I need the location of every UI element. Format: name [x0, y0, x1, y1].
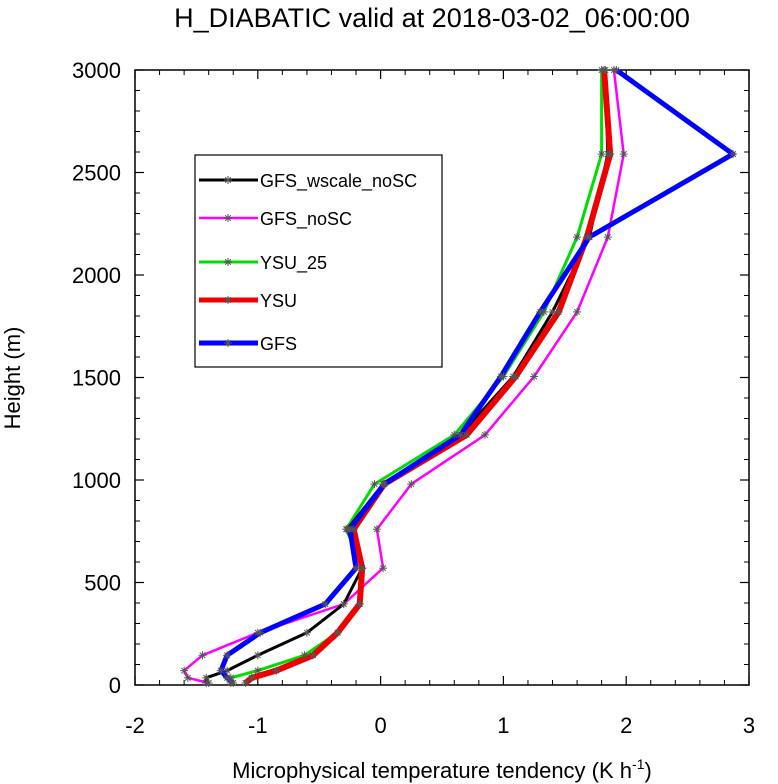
data-point [272, 666, 281, 675]
data-point [256, 628, 265, 637]
data-point [253, 651, 262, 660]
x-axis-title: Microphysical temperature tendency (K h-… [232, 756, 652, 783]
data-point [183, 673, 192, 682]
data-point [309, 651, 318, 660]
y-tick-label: 2500 [72, 161, 121, 186]
data-point [355, 600, 364, 609]
x-tick-label: 3 [743, 713, 755, 738]
y-tick-labels: 0 500 1000 1500 2000 2500 3000 [72, 58, 121, 698]
data-point [597, 150, 606, 159]
legend-label: YSU_25 [260, 253, 327, 274]
x-tick-label: 0 [374, 713, 386, 738]
data-point [496, 372, 505, 381]
y-tick-label: 1000 [72, 468, 121, 493]
data-point [223, 651, 232, 660]
data-point [202, 673, 211, 682]
data-point [247, 673, 256, 682]
legend: GFS_wscale_noSC GFS_noSC YSU_25 YSU GFS [194, 154, 443, 368]
data-point [600, 66, 609, 74]
data-point [223, 673, 232, 682]
legend-label: YSU [260, 291, 297, 311]
legend-marker [224, 339, 232, 347]
data-point [321, 600, 330, 609]
data-point [536, 307, 545, 316]
data-point [619, 150, 628, 159]
x-tick-label: 1 [497, 713, 509, 738]
data-point [456, 430, 465, 439]
data-point [358, 564, 367, 573]
data-point [180, 666, 189, 675]
data-point [511, 372, 520, 381]
x-tick-label: -1 [248, 713, 268, 738]
data-point [253, 666, 262, 675]
series-markers [180, 66, 738, 687]
x-tick-labels: -2 -1 0 1 2 3 [125, 713, 755, 738]
data-point [379, 564, 388, 573]
data-point [216, 666, 225, 675]
data-point [302, 628, 311, 637]
data-point [554, 307, 563, 316]
x-tick-label: 2 [620, 713, 632, 738]
data-point [345, 525, 354, 534]
x-tick-label: -2 [125, 713, 145, 738]
y-axis-title: Height (m) [0, 327, 25, 430]
y-tick-label: 1500 [72, 366, 121, 391]
data-point [352, 564, 361, 573]
data-point [370, 480, 379, 489]
y-tick-label: 2000 [72, 263, 121, 288]
legend-label: GFS [260, 334, 297, 354]
data-point [229, 678, 238, 687]
data-point [198, 651, 207, 660]
legend-marker [224, 176, 232, 184]
y-tick-label: 500 [84, 571, 121, 596]
data-point [372, 525, 381, 534]
y-tick-label: 3000 [72, 58, 121, 83]
data-point [603, 233, 612, 242]
data-point [573, 307, 582, 316]
legend-marker [224, 214, 232, 222]
chart-title: H_DIABATIC valid at 2018-03-02_06:00:00 [174, 3, 690, 33]
legend-marker [224, 258, 232, 266]
data-point [339, 600, 348, 609]
data-point [729, 150, 738, 159]
data-point [606, 150, 615, 159]
data-point [573, 233, 582, 242]
data-point [480, 430, 489, 439]
data-point [407, 480, 416, 489]
data-point [612, 66, 621, 74]
data-point [530, 372, 539, 381]
y-tick-label: 0 [109, 673, 121, 698]
data-point [241, 678, 250, 687]
data-point [380, 480, 389, 489]
data-point [204, 678, 213, 687]
legend-marker [224, 296, 232, 304]
data-point [333, 628, 342, 637]
data-point [300, 651, 309, 660]
data-point [585, 233, 594, 242]
legend-label: GFS_wscale_noSC [260, 171, 417, 192]
legend-label: GFS_noSC [260, 209, 352, 230]
